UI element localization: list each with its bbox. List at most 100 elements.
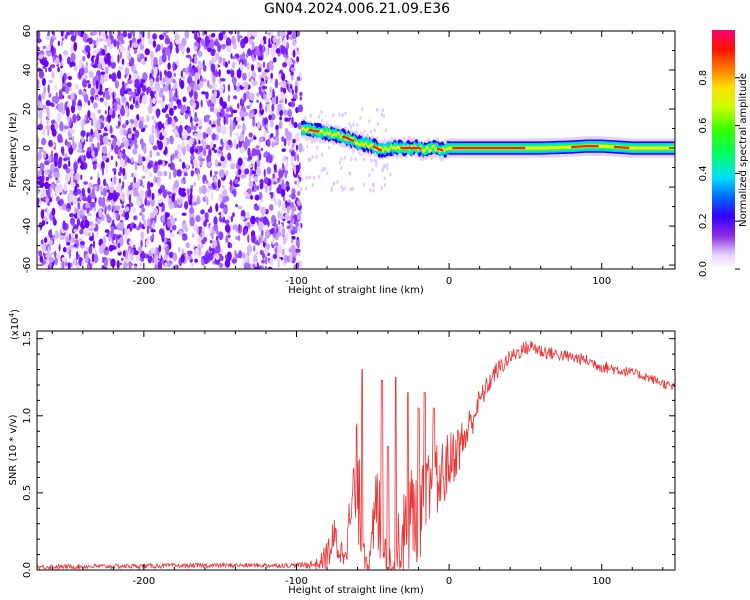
noise-speck: [332, 181, 335, 186]
noise-speck: [88, 221, 94, 226]
noise-speck: [299, 210, 302, 215]
noise-speck: [275, 124, 279, 131]
noise-speck: [336, 180, 339, 185]
noise-speck: [248, 180, 254, 188]
noise-speck: [236, 107, 239, 113]
noise-speck: [73, 237, 76, 243]
noise-speck: [107, 151, 111, 159]
noise-speck: [47, 169, 51, 174]
spectrogram-x-ticks: -200 -100 0 100: [51, 31, 664, 287]
noise-speck: [292, 49, 296, 58]
noise-speck: [96, 36, 99, 46]
noise-speck: [225, 170, 229, 177]
noise-speck: [256, 158, 261, 168]
noise-speck: [102, 135, 109, 145]
noise-speck: [165, 212, 170, 218]
noise-speck: [54, 185, 59, 196]
noise-speck: [271, 103, 274, 112]
noise-speck: [139, 138, 144, 146]
noise-speck: [139, 41, 142, 48]
noise-speck: [67, 262, 71, 269]
noise-speck: [184, 31, 190, 39]
noise-speck: [119, 262, 123, 266]
noise-speck: [279, 109, 283, 117]
noise-speck: [171, 119, 176, 128]
noise-speck: [196, 130, 202, 140]
noise-speck: [281, 248, 285, 256]
noise-speck: [60, 40, 64, 47]
noise-speck: [169, 232, 175, 238]
noise-speck: [211, 33, 216, 38]
noise-speck: [183, 172, 188, 177]
noise-speck: [370, 158, 373, 163]
noise-speck: [264, 255, 268, 265]
noise-speck: [172, 153, 175, 161]
noise-speck: [87, 196, 92, 204]
noise-speck: [218, 56, 223, 64]
noise-speck: [196, 227, 200, 234]
noise-speck: [133, 250, 139, 256]
figure-title: GN04.2024.006.21.09.E36: [263, 1, 451, 17]
noise-speck: [247, 147, 251, 157]
noise-speck: [224, 219, 230, 224]
noise-speck: [155, 76, 160, 84]
noise-speck: [237, 124, 241, 129]
noise-speck: [170, 217, 173, 222]
noise-speck: [128, 137, 133, 145]
noise-speck: [47, 84, 50, 94]
noise-speck: [302, 148, 305, 152]
noise-speck: [157, 261, 163, 269]
noise-speck: [233, 95, 238, 100]
noise-speck: [168, 107, 174, 117]
noise-speck: [60, 65, 63, 69]
noise-speck: [176, 58, 180, 66]
noise-speck: [295, 248, 301, 253]
noise-speck: [274, 223, 278, 229]
noise-speck: [184, 112, 188, 120]
noise-speck: [330, 186, 333, 190]
noise-speck: [162, 94, 165, 102]
noise-speck: [104, 207, 107, 215]
noise-speck: [210, 48, 216, 57]
noise-speck: [130, 119, 135, 125]
noise-speck: [247, 234, 250, 244]
noise-speck: [239, 61, 243, 71]
noise-speck: [96, 96, 100, 102]
noise-speck: [194, 258, 199, 263]
noise-speck: [278, 199, 281, 208]
noise-speck: [198, 139, 201, 145]
noise-speck: [37, 176, 42, 180]
noise-speck: [116, 182, 122, 193]
noise-speck: [249, 102, 253, 107]
noise-speck: [164, 104, 169, 111]
noise-speck: [245, 253, 248, 263]
noise-speck: [208, 148, 212, 158]
noise-speck: [269, 255, 274, 266]
noise-speck: [226, 45, 232, 53]
noise-speck: [92, 240, 96, 249]
noise-speck: [212, 74, 216, 84]
noise-speck: [98, 51, 103, 56]
noise-speck: [43, 60, 49, 68]
noise-speck: [254, 149, 261, 156]
noise-speck: [141, 175, 146, 179]
noise-speck: [146, 114, 150, 123]
colorbar-tick-label: 0.6: [698, 118, 709, 134]
noise-speck: [53, 171, 59, 178]
noise-speck: [318, 174, 321, 179]
noise-speck: [241, 116, 245, 121]
noise-speck: [255, 251, 258, 256]
noise-speck: [277, 93, 280, 99]
noise-speck: [163, 84, 169, 92]
noise-speck: [263, 93, 267, 100]
noise-speck: [290, 67, 296, 72]
noise-speck: [81, 154, 85, 162]
noise-speck: [246, 244, 253, 254]
noise-speck: [287, 138, 291, 147]
noise-speck: [118, 178, 121, 184]
noise-speck: [259, 39, 264, 46]
noise-speck: [190, 202, 193, 213]
noise-speck: [308, 175, 311, 180]
track-core: [400, 146, 422, 150]
noise-speck: [289, 88, 292, 93]
